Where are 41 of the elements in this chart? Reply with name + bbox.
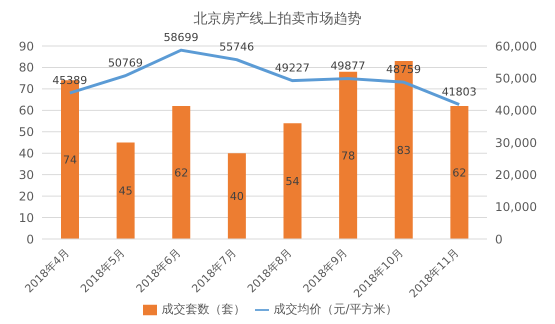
y2-tick-label: 50,000 bbox=[495, 71, 537, 86]
y2-tick-label: 30,000 bbox=[495, 136, 537, 150]
y2-tick-label: 20,000 bbox=[495, 168, 537, 182]
data-label: 54 bbox=[286, 175, 300, 188]
y-tick-label: 60 bbox=[18, 104, 34, 118]
y-tick-label: 80 bbox=[18, 60, 34, 75]
legend-label: 成交套数（套） bbox=[161, 302, 246, 316]
y-tick-label: 50 bbox=[18, 125, 34, 140]
data-label: 74 bbox=[63, 154, 77, 167]
y2-tick-label: 0 bbox=[495, 232, 503, 246]
bar bbox=[172, 106, 190, 239]
bar bbox=[284, 123, 302, 239]
data-label: 45389 bbox=[52, 74, 88, 87]
y2-tick-label: 40,000 bbox=[495, 104, 537, 118]
bar bbox=[339, 72, 358, 239]
y-tick-label: 0 bbox=[26, 232, 34, 246]
bar bbox=[228, 153, 246, 239]
y-tick-label: 90 bbox=[18, 39, 34, 54]
data-label: 55746 bbox=[219, 40, 254, 54]
data-label: 83 bbox=[396, 144, 411, 157]
data-label: 45 bbox=[118, 184, 133, 198]
data-label: 40 bbox=[230, 190, 244, 204]
y2-tick-label: 10,000 bbox=[495, 200, 537, 214]
data-label: 78 bbox=[341, 149, 356, 162]
data-label: 58699 bbox=[164, 31, 199, 44]
data-label: 49227 bbox=[274, 62, 310, 75]
y-tick-label: 40 bbox=[18, 146, 34, 160]
y-tick-label: 70 bbox=[18, 82, 34, 96]
y-tick-label: 30 bbox=[18, 168, 34, 182]
y2-tick-label: 60,000 bbox=[495, 39, 537, 54]
data-label: 41803 bbox=[442, 86, 477, 99]
legend-label: 成交均价（元/平方米） bbox=[273, 302, 398, 316]
data-label: 62 bbox=[174, 166, 188, 180]
bar bbox=[450, 106, 468, 239]
chart-title: 北京房产线上拍卖市场趋势 bbox=[192, 10, 362, 29]
y-tick-label: 10 bbox=[18, 210, 34, 225]
y-tick-label: 20 bbox=[18, 189, 34, 204]
bar bbox=[116, 142, 135, 239]
data-label: 62 bbox=[452, 166, 466, 180]
data-label: 49877 bbox=[330, 60, 366, 73]
data-label: 50769 bbox=[108, 56, 143, 70]
